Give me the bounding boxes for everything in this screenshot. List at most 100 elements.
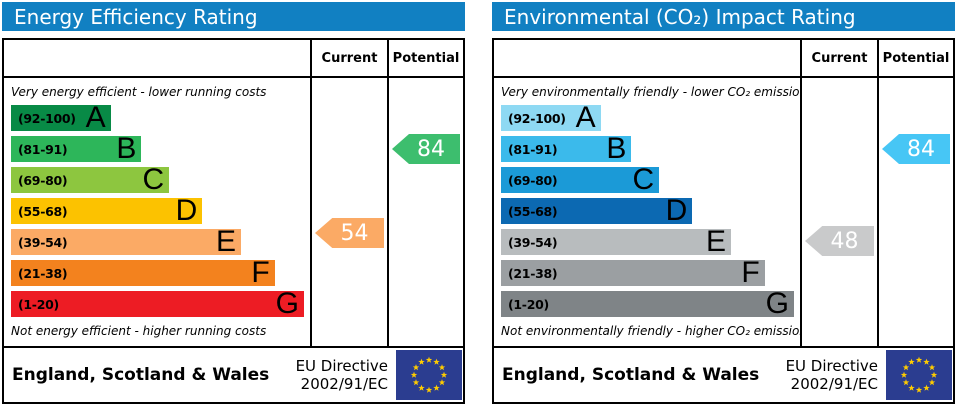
potential-rating-value: 84 <box>907 136 935 162</box>
top-caption: Very energy efficient - lower running co… <box>11 85 267 99</box>
band-e-bar: (39-54) E <box>501 225 731 258</box>
potential-column: 84 <box>387 78 463 346</box>
energy-efficiency-panel: Energy Efficiency Rating Current Potenti… <box>2 2 465 404</box>
band-letter-label: G <box>765 287 789 320</box>
band-range-label: (92-100) <box>18 110 76 126</box>
band-row: (1-20) G <box>501 287 794 320</box>
eu-directive-line1: EU Directive <box>785 357 878 375</box>
current-column: 54 <box>310 78 387 346</box>
band-b-bar: (81-91) B <box>11 132 142 165</box>
current-rating-arrow: 54 <box>315 218 384 248</box>
eu-directive-line2: 2002/91/EC <box>790 375 878 393</box>
eu-flag-icon <box>886 350 952 400</box>
band-g-bar: (1-20) G <box>501 287 794 320</box>
panel-title: Environmental (CO₂) Impact Rating <box>492 2 955 31</box>
band-row: (81-91) B <box>501 132 794 165</box>
potential-rating-arrow: 84 <box>882 134 950 164</box>
rating-table: Current Potential Very energy efficient … <box>2 38 465 404</box>
eu-directive-label: EU Directive 2002/91/EC <box>296 357 388 393</box>
band-row: (81-91) B <box>11 132 304 165</box>
band-row: (55-68) D <box>501 194 794 227</box>
band-range-label: (55-68) <box>508 203 558 219</box>
band-row: (69-80) C <box>11 163 304 196</box>
potential-rating-arrow: 84 <box>392 134 460 164</box>
potential-column-header: Potential <box>387 40 463 76</box>
table-footer-row: England, Scotland & Wales EU Directive 2… <box>494 346 953 402</box>
band-letter-label: E <box>215 225 236 258</box>
eu-directive-label: EU Directive 2002/91/EC <box>786 357 878 393</box>
environmental-impact-panel: Environmental (CO₂) Impact Rating Curren… <box>492 2 955 404</box>
band-e-bar: (39-54) E <box>11 225 241 258</box>
bottom-caption: Not environmentally friendly - higher CO… <box>501 324 800 338</box>
chart-area: Very environmentally friendly - lower CO… <box>494 78 953 346</box>
eu-flag-icon <box>396 350 462 400</box>
rating-table: Current Potential Very environmentally f… <box>492 38 955 404</box>
header-spacer-cell <box>4 40 310 76</box>
band-g-bar: (1-20) G <box>11 287 304 320</box>
region-label: England, Scotland & Wales <box>12 365 270 385</box>
current-rating-arrow: 48 <box>805 226 874 256</box>
band-d-bar: (55-68) D <box>501 194 693 227</box>
eu-directive-line2: 2002/91/EC <box>300 375 388 393</box>
band-range-label: (21-38) <box>508 265 558 281</box>
band-a-bar: (92-100) A <box>11 101 111 134</box>
band-row: (39-54) E <box>11 225 304 258</box>
band-letter-label: B <box>606 132 627 165</box>
band-a-bar: (92-100) A <box>501 101 601 134</box>
region-label: England, Scotland & Wales <box>502 365 760 385</box>
table-header-row: Current Potential <box>4 40 463 78</box>
potential-rating-value: 84 <box>417 136 445 162</box>
potential-column-header: Potential <box>877 40 953 76</box>
band-row: (55-68) D <box>11 194 304 227</box>
bands-column: Very energy efficient - lower running co… <box>4 78 310 346</box>
band-range-label: (1-20) <box>18 296 59 312</box>
potential-column: 84 <box>877 78 953 346</box>
band-letter-label: A <box>575 101 596 134</box>
table-header-row: Current Potential <box>494 40 953 78</box>
band-range-label: (39-54) <box>18 234 68 250</box>
band-range-label: (92-100) <box>508 110 566 126</box>
band-f-bar: (21-38) F <box>11 258 275 288</box>
band-range-label: (69-80) <box>508 172 558 188</box>
band-row: (92-100) A <box>501 101 794 134</box>
band-row: (21-38) F <box>501 256 794 289</box>
band-letter-label: G <box>275 287 299 320</box>
current-rating-value: 48 <box>830 228 859 254</box>
bottom-caption: Not energy efficient - higher running co… <box>11 324 267 338</box>
current-rating-value: 54 <box>340 220 369 246</box>
table-footer-row: England, Scotland & Wales EU Directive 2… <box>4 346 463 402</box>
band-range-label: (21-38) <box>18 265 68 281</box>
band-range-label: (81-91) <box>18 141 68 157</box>
current-column-header: Current <box>310 40 387 76</box>
band-row: (39-54) E <box>501 225 794 258</box>
band-letter-label: C <box>632 163 655 196</box>
band-b-bar: (81-91) B <box>501 132 632 165</box>
band-letter-label: A <box>85 101 106 134</box>
band-letter-label: D <box>175 194 198 227</box>
band-letter-label: B <box>116 132 137 165</box>
band-letter-label: D <box>665 194 688 227</box>
band-range-label: (55-68) <box>18 203 68 219</box>
top-caption: Very environmentally friendly - lower CO… <box>501 85 800 99</box>
band-row: (69-80) C <box>501 163 794 196</box>
band-c-bar: (69-80) C <box>501 163 660 196</box>
band-range-label: (39-54) <box>508 234 558 250</box>
band-range-label: (69-80) <box>18 172 68 188</box>
band-row: (1-20) G <box>11 287 304 320</box>
band-letter-label: C <box>142 163 165 196</box>
band-range-label: (81-91) <box>508 141 558 157</box>
eu-directive-line1: EU Directive <box>295 357 388 375</box>
band-row: (92-100) A <box>11 101 304 134</box>
band-c-bar: (69-80) C <box>11 163 170 196</box>
current-column-header: Current <box>800 40 877 76</box>
chart-area: Very energy efficient - lower running co… <box>4 78 463 346</box>
band-f-bar: (21-38) F <box>501 256 765 289</box>
panel-title: Energy Efficiency Rating <box>2 2 465 31</box>
band-letter-label: E <box>705 225 726 258</box>
bands-column: Very environmentally friendly - lower CO… <box>494 78 800 346</box>
band-letter-label: F <box>741 256 760 289</box>
band-range-label: (1-20) <box>508 296 549 312</box>
current-column: 48 <box>800 78 877 346</box>
band-d-bar: (55-68) D <box>11 194 203 227</box>
